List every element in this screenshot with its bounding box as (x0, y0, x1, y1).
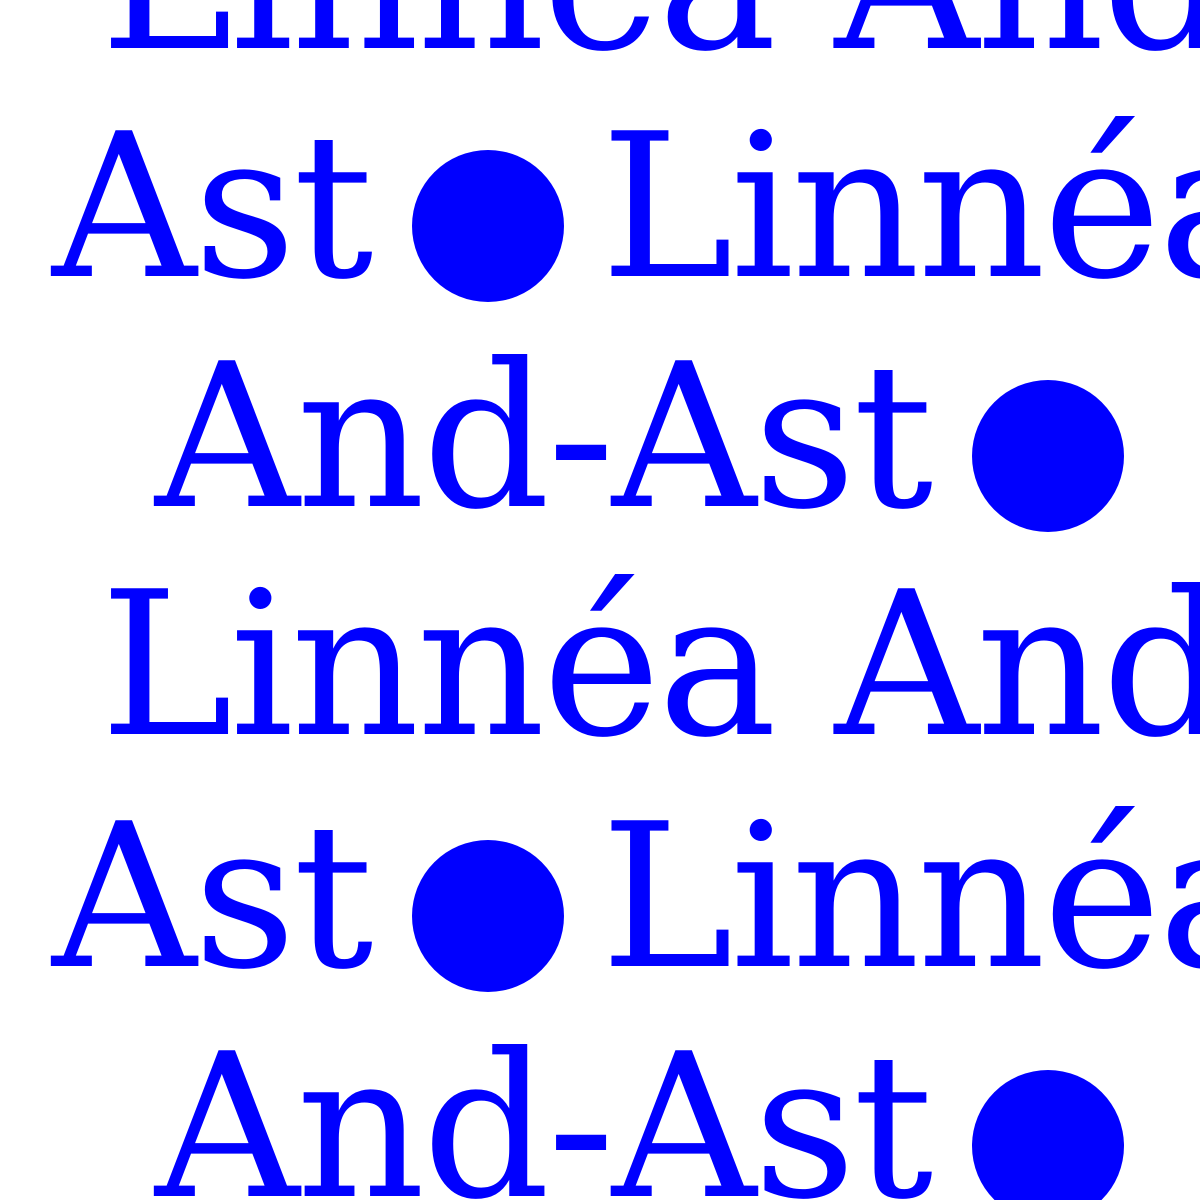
text-row-1: Linnéa And- (100, 0, 1200, 80)
row-5-text-b: Linnéa (600, 781, 1200, 1014)
row-2-text-b: Linnéa (600, 91, 1200, 324)
circle-dot-icon (412, 150, 565, 302)
circle-dot-icon (412, 840, 565, 992)
row-3-text: And-Ast (155, 321, 933, 554)
text-row-3: And-Ast (155, 308, 1160, 538)
row-2-text-a: Ast (52, 91, 373, 324)
circle-dot-icon (972, 380, 1125, 532)
circle-dot-icon (972, 1070, 1125, 1200)
row-6-text: And-Ast (155, 1011, 933, 1200)
text-row-5: Ast Linnéa (52, 768, 1200, 998)
row-1-text: Linnéa And- (100, 0, 1200, 80)
text-row-2: Ast Linnéa (52, 78, 1200, 308)
row-4-text: Linnéa And- (100, 549, 1200, 782)
text-row-4: Linnéa And- (100, 536, 1200, 766)
text-row-6: And-Ast (155, 998, 1160, 1200)
row-5-text-a: Ast (52, 781, 373, 1014)
